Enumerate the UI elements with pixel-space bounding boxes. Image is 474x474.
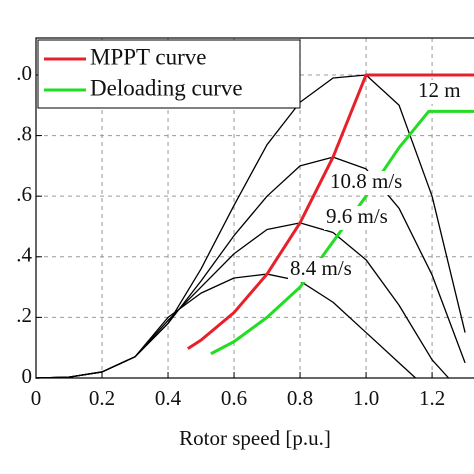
y-tick-label: .0 [16, 61, 32, 85]
x-tick-label: 1.0 [353, 386, 379, 410]
curve-label: 12 m [418, 78, 461, 102]
y-tick-label: .8 [16, 121, 32, 145]
y-tick-label: .2 [16, 303, 32, 327]
power-curve [35, 222, 450, 379]
x-tick-label: 1.2 [419, 386, 445, 410]
x-tick-label: 0.6 [221, 386, 247, 410]
curve-label-bg [416, 80, 456, 104]
curve-label: 10.8 m/s [330, 169, 402, 193]
legend-label: Deloading curve [90, 75, 243, 100]
curve-label: 8.4 m/s [290, 256, 352, 280]
power-curve [35, 74, 466, 379]
curve-label: 9.6 m/s [326, 204, 388, 228]
legend-box [37, 39, 301, 109]
curve-label-bg [328, 171, 408, 195]
plot-frame [35, 37, 474, 379]
x-tick-label: 0.2 [89, 386, 115, 410]
x-tick-label: 0 [31, 386, 42, 410]
y-tick-label: .4 [16, 243, 32, 267]
series-line [187, 73, 474, 350]
power-curve [35, 273, 417, 379]
legend-label: MPPT curve [90, 44, 207, 69]
x-tick-label: 0.4 [155, 386, 182, 410]
series-line [210, 109, 474, 356]
curve-label-bg [324, 206, 394, 230]
x-tick-label: 0.8 [287, 386, 313, 410]
curve-label-bg [288, 258, 358, 282]
y-tick-label: 0 [22, 364, 33, 388]
y-tick-label: .6 [16, 182, 32, 206]
x-axis-label: Rotor speed [p.u.] [179, 426, 331, 450]
